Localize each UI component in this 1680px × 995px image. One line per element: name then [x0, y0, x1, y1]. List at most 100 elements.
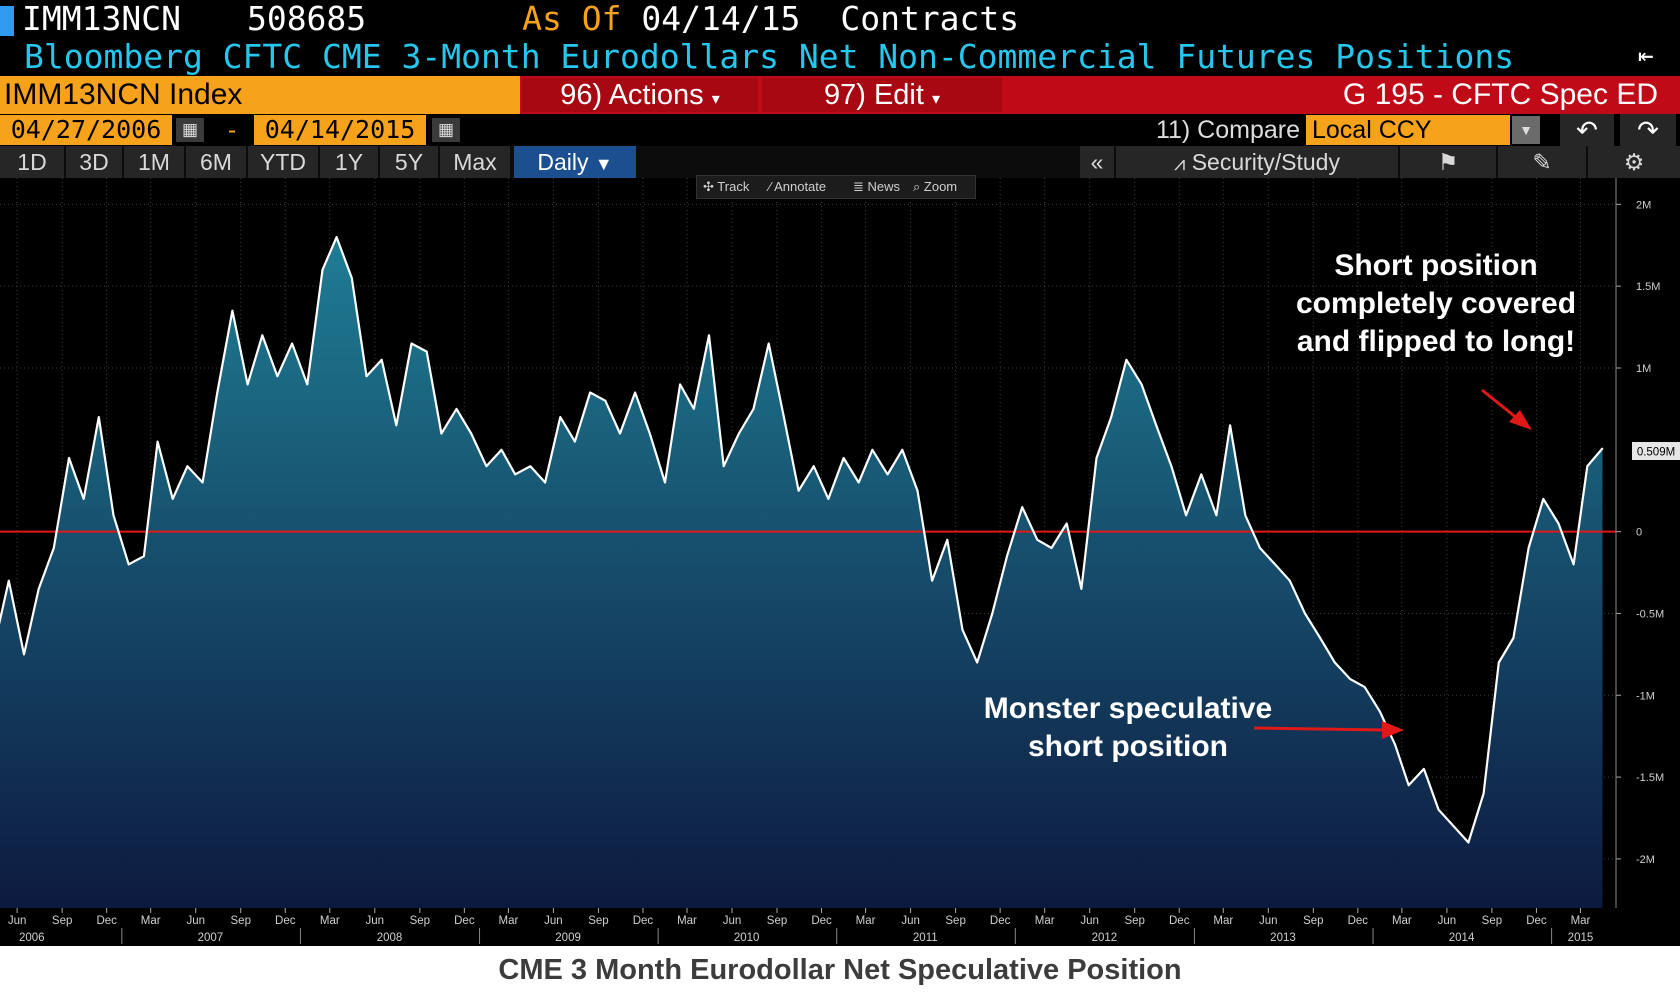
- data-point: [1185, 514, 1187, 517]
- actions-menu[interactable]: 96) Actions ▾: [522, 78, 758, 112]
- y-tick-label: -2M: [1636, 854, 1655, 866]
- x-month-label: Mar: [1035, 915, 1055, 927]
- annotate-tool-button[interactable]: ✎: [1498, 146, 1586, 178]
- data-point: [1557, 522, 1560, 525]
- currency-select[interactable]: Local CCY: [1306, 115, 1510, 145]
- x-month-label: Jun: [1438, 915, 1457, 927]
- x-month-label: Sep: [52, 915, 72, 927]
- y-tick-label: 1M: [1636, 363, 1651, 375]
- flag-button[interactable]: ⚑: [1400, 146, 1496, 178]
- x-month-label: Sep: [1482, 915, 1502, 927]
- data-point: [335, 236, 338, 238]
- edit-label: 97) Edit: [823, 79, 924, 111]
- x-month-label: Jun: [186, 915, 205, 927]
- annotation-arrow-covered: [1481, 388, 1532, 430]
- data-point: [797, 489, 800, 492]
- x-month-label: Mar: [1392, 915, 1412, 927]
- data-point: [1170, 465, 1173, 467]
- period-1y[interactable]: 1Y: [320, 146, 378, 178]
- period-3d[interactable]: 3D: [66, 146, 122, 178]
- collapse-panel-button[interactable]: «: [1080, 146, 1114, 178]
- end-date-field[interactable]: 04/14/2015: [254, 115, 426, 145]
- annotation-monster-short-line-2: short position: [1028, 730, 1228, 763]
- start-date-field[interactable]: 04/27/2006: [0, 115, 172, 145]
- data-point: [1125, 359, 1128, 361]
- period-5y[interactable]: 5Y: [380, 146, 438, 178]
- x-year-label: 2006: [19, 932, 45, 944]
- data-point: [216, 391, 219, 394]
- data-point: [812, 465, 815, 467]
- data-point: [321, 269, 324, 271]
- chart-area: 2M 1.5M 1M 0 -0.5M -1M -1.5M -2M Jun Sep Dec Mar Ju…: [0, 175, 1680, 946]
- undo-icon[interactable]: ↶: [1560, 114, 1614, 146]
- data-point: [529, 465, 532, 467]
- period-max[interactable]: Max: [440, 146, 510, 178]
- flag-icon: ⚑: [1437, 149, 1459, 175]
- page-label: G 195 - CFTC Spec ED: [1342, 78, 1658, 111]
- x-month-label: Sep: [1124, 915, 1144, 927]
- x-month-label: Jun: [1259, 915, 1278, 927]
- x-month-label: Mar: [677, 915, 697, 927]
- security-study-button[interactable]: ⩘ Security/Study: [1116, 146, 1398, 178]
- data-point: [664, 481, 666, 484]
- x-month-label: Sep: [588, 915, 608, 927]
- data-point: [1065, 522, 1068, 525]
- period-1m[interactable]: 1M: [124, 146, 184, 178]
- currency-dropdown-icon[interactable]: ▼: [1512, 116, 1540, 144]
- period-toolbar: 1D 3D 1M 6M YTD 1Y 5Y Max Daily ▼ « ⩘ Se…: [0, 146, 1680, 178]
- data-point: [425, 350, 428, 353]
- data-point: [679, 383, 681, 386]
- news-icon: ≣: [853, 179, 864, 194]
- data-point: [544, 481, 546, 484]
- y-tick-label: 0: [1636, 527, 1642, 539]
- data-point: [1363, 686, 1366, 688]
- data-point: [752, 408, 755, 410]
- export-icon[interactable]: ⇤: [1638, 41, 1654, 71]
- settings-button[interactable]: ⚙: [1588, 146, 1680, 178]
- data-point: [231, 309, 234, 312]
- data-point: [976, 661, 978, 664]
- data-point: [1036, 539, 1039, 541]
- data-point: [1423, 768, 1425, 770]
- y-tick-label: -1.5M: [1636, 772, 1664, 784]
- data-point: [1334, 661, 1336, 664]
- data-point: [1572, 563, 1575, 566]
- track-tool[interactable]: ✣ Track: [703, 176, 749, 198]
- data-point: [1407, 784, 1410, 787]
- data-point: [410, 342, 413, 345]
- security-field[interactable]: IMM13NCN Index: [0, 76, 520, 114]
- zoom-icon: ⌕: [913, 179, 921, 194]
- period-ytd[interactable]: YTD: [248, 146, 318, 178]
- data-point: [1497, 661, 1500, 664]
- redo-icon[interactable]: ↷: [1620, 114, 1676, 146]
- annotate-tool[interactable]: ⁄ Annotate: [769, 176, 826, 198]
- x-month-label: Mar: [141, 915, 161, 927]
- x-month-label: Dec: [633, 915, 654, 927]
- data-point: [1200, 473, 1203, 476]
- data-point: [1482, 792, 1485, 795]
- data-point: [634, 391, 636, 394]
- y-tick-label: 2M: [1636, 199, 1651, 211]
- period-6m[interactable]: 6M: [186, 146, 246, 178]
- annotation-short-covered-line-3: and flipped to long!: [1297, 325, 1575, 358]
- last-value-label: 0.509M: [1637, 447, 1675, 459]
- start-calendar-icon[interactable]: ▦: [176, 118, 204, 142]
- x-axis-background: [0, 908, 1616, 946]
- x-month-label: Dec: [454, 915, 475, 927]
- frequency-select[interactable]: Daily ▼: [514, 146, 636, 178]
- data-point: [783, 416, 785, 418]
- zoom-tool[interactable]: ⌕ Zoom: [913, 176, 957, 198]
- edit-menu[interactable]: 97) Edit ▾: [762, 78, 1002, 112]
- data-point: [574, 440, 576, 443]
- data-point: [470, 432, 473, 435]
- compare-button[interactable]: 11) Compare: [1155, 116, 1300, 144]
- end-calendar-icon[interactable]: ▦: [432, 118, 460, 142]
- data-point: [440, 432, 443, 435]
- news-tool[interactable]: ≣ News: [853, 176, 900, 198]
- data-point: [1437, 809, 1440, 811]
- period-1d[interactable]: 1D: [0, 146, 64, 178]
- x-year-label: 2007: [198, 932, 224, 944]
- data-point: [37, 588, 40, 590]
- x-month-label: Mar: [320, 915, 340, 927]
